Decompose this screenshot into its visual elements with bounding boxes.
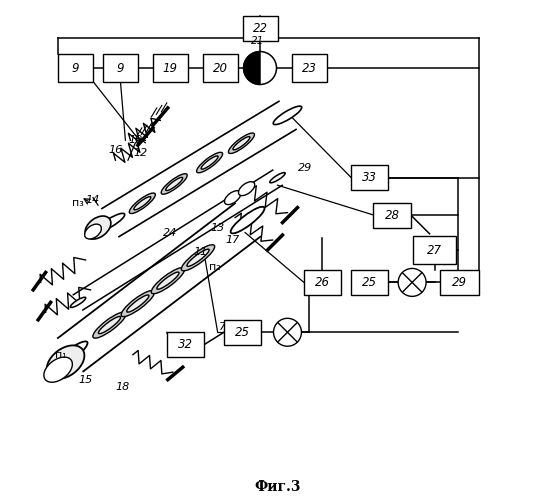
Ellipse shape <box>273 106 302 124</box>
Text: п₃: п₃ <box>72 198 84 207</box>
FancyBboxPatch shape <box>153 54 188 82</box>
Text: 25: 25 <box>362 276 377 289</box>
Ellipse shape <box>270 172 285 183</box>
FancyBboxPatch shape <box>304 270 341 295</box>
Circle shape <box>398 268 426 296</box>
Ellipse shape <box>229 133 255 154</box>
Ellipse shape <box>239 182 255 196</box>
Circle shape <box>244 52 276 84</box>
Ellipse shape <box>96 214 125 232</box>
Ellipse shape <box>47 346 84 379</box>
Text: 32: 32 <box>178 338 193 351</box>
Ellipse shape <box>231 206 265 234</box>
Text: 14: 14 <box>86 195 100 205</box>
Text: 17: 17 <box>225 235 240 245</box>
Ellipse shape <box>224 190 241 204</box>
Ellipse shape <box>152 268 185 293</box>
Ellipse shape <box>166 178 183 190</box>
Polygon shape <box>244 52 260 84</box>
Ellipse shape <box>85 216 111 239</box>
Text: 20: 20 <box>213 62 228 74</box>
Text: 12: 12 <box>133 148 148 158</box>
Ellipse shape <box>70 297 86 308</box>
Ellipse shape <box>127 295 149 312</box>
FancyBboxPatch shape <box>103 54 138 82</box>
Ellipse shape <box>201 156 218 169</box>
Text: 26: 26 <box>315 276 330 289</box>
Text: 22: 22 <box>253 22 268 35</box>
FancyBboxPatch shape <box>292 54 327 82</box>
FancyBboxPatch shape <box>166 332 204 357</box>
FancyBboxPatch shape <box>243 16 278 40</box>
Ellipse shape <box>44 357 72 382</box>
Text: 15: 15 <box>78 374 93 384</box>
FancyBboxPatch shape <box>413 236 456 264</box>
FancyBboxPatch shape <box>351 270 388 295</box>
Text: 24: 24 <box>163 228 178 237</box>
Ellipse shape <box>98 316 120 334</box>
Text: п₂: п₂ <box>209 262 221 272</box>
FancyBboxPatch shape <box>224 320 261 344</box>
Ellipse shape <box>93 312 126 338</box>
Text: 27: 27 <box>427 244 442 256</box>
Circle shape <box>274 318 301 346</box>
Text: 29: 29 <box>452 276 467 289</box>
Text: 23: 23 <box>302 62 317 74</box>
Ellipse shape <box>157 272 179 289</box>
Text: 28: 28 <box>385 208 400 222</box>
Ellipse shape <box>181 244 215 271</box>
Text: 9: 9 <box>72 62 79 74</box>
FancyBboxPatch shape <box>203 54 238 82</box>
Ellipse shape <box>84 224 102 239</box>
Ellipse shape <box>196 152 223 173</box>
Text: 25: 25 <box>235 326 250 339</box>
Text: 9: 9 <box>117 62 124 74</box>
Text: 33: 33 <box>362 171 377 184</box>
Ellipse shape <box>134 196 151 210</box>
Text: 21: 21 <box>251 36 264 46</box>
Text: 13: 13 <box>210 222 225 232</box>
FancyBboxPatch shape <box>440 270 480 295</box>
Ellipse shape <box>187 249 209 266</box>
FancyBboxPatch shape <box>351 165 388 190</box>
Text: 16: 16 <box>108 146 123 156</box>
FancyBboxPatch shape <box>58 54 93 82</box>
Ellipse shape <box>233 136 250 150</box>
Ellipse shape <box>129 193 155 214</box>
Text: 18: 18 <box>116 382 130 392</box>
Text: Фиг.3: Фиг.3 <box>254 480 301 494</box>
Text: 7: 7 <box>219 322 226 332</box>
Ellipse shape <box>161 174 187 194</box>
Text: 29: 29 <box>298 162 312 172</box>
Ellipse shape <box>121 290 154 316</box>
Text: 19: 19 <box>163 62 178 74</box>
Text: 10: 10 <box>128 136 143 145</box>
Text: 11: 11 <box>193 248 208 258</box>
FancyBboxPatch shape <box>374 202 411 228</box>
Ellipse shape <box>54 342 88 368</box>
Text: п₁: п₁ <box>55 350 67 360</box>
